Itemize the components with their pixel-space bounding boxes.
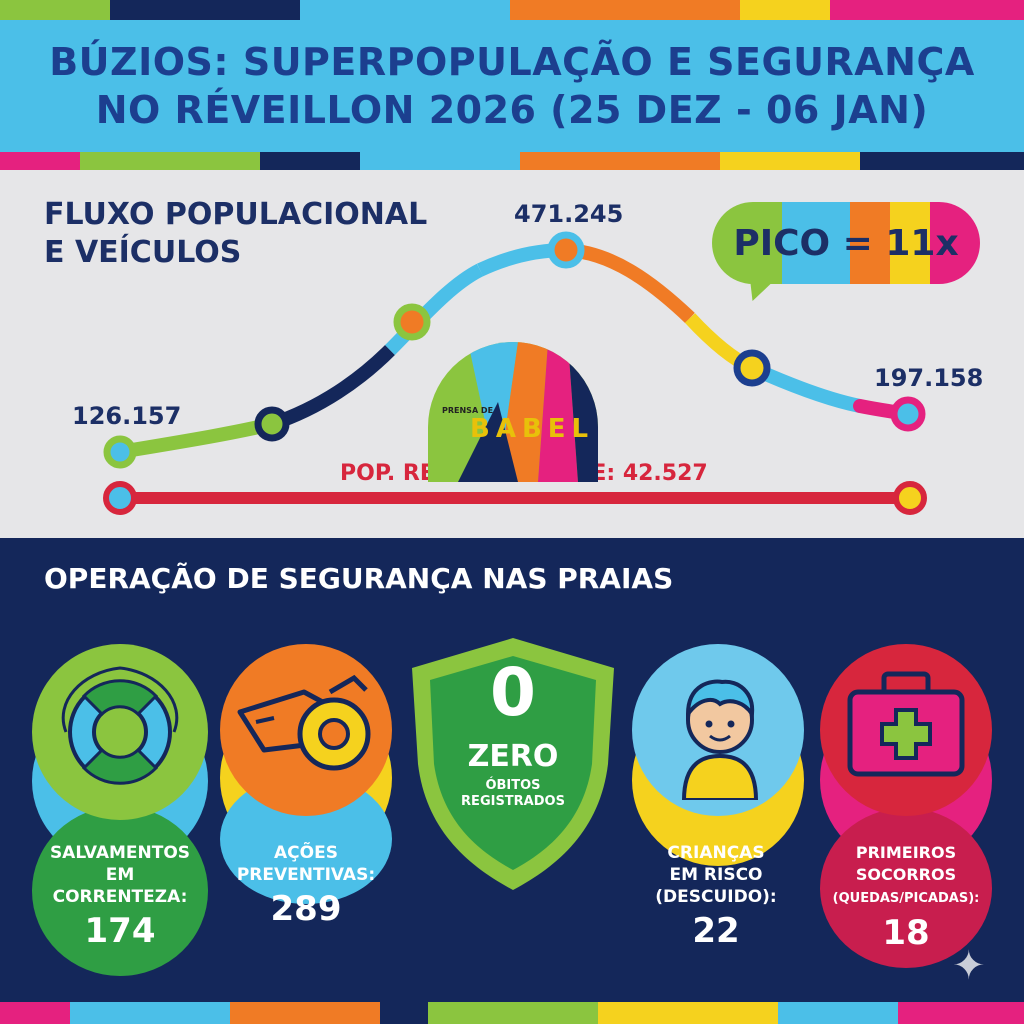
shield-zero-word: ZERO [467,739,559,774]
flow-point-start [103,435,137,469]
flow-line-seg-3 [385,263,484,355]
card-first-aid-label: PRIMEIROS SOCORROS (QUEDAS/PICADAS): 18 [821,842,991,954]
card-rescues-value: 174 [84,911,156,951]
flow-point-2 [254,406,290,442]
card-preventive-value: 289 [270,889,342,929]
card-children-label: CRIANÇAS EM RISCO (DESCUIDO): 22 [631,842,801,952]
title-line-2: NO RÉVEILLON 2026 (25 DEZ - 06 JAN) [95,88,929,132]
flow-chart-title: FLUXO POPULACIONAL E VEÍCULOS [44,197,428,270]
lifebuoy-icon [61,666,179,785]
safety-section-title: OPERAÇÃO DE SEGURANÇA NAS PRAIAS [44,562,674,595]
prensa-de-babel-logo: PRENSA DE BABEL [428,342,598,482]
mid-color-stripe [0,152,1024,170]
child-icon [681,679,759,800]
page-title: BÚZIOS: SUPERPOPULAÇÃO E SEGURANÇA NO RÉ… [49,38,975,134]
shield-line-1: ÓBITOS [485,778,541,793]
logo-big-text: BABEL [470,414,595,444]
card-first-aid-bottom [820,808,992,968]
zero-deaths-shield: 0 ZERO ÓBITOS REGISTRADOS [408,634,618,894]
flow-point-end [890,396,926,432]
first-aid-kit-icon [847,671,965,777]
logo-background [428,342,598,482]
sparkle-icon: ✦ [952,943,986,989]
card-rescues: SALVAMENTOS EM CORRENTEZA: 174 [32,644,212,976]
whistle-icon [237,674,371,771]
top-color-stripe [0,0,1024,20]
flow-point-5 [733,349,771,387]
beach-safety-section: OPERAÇÃO DE SEGURANÇA NAS PRAIAS SALVAME… [0,538,1024,1002]
flow-point-3 [393,303,431,341]
bottom-color-stripe [0,1002,1024,1024]
flow-line-seg-2 [269,345,395,431]
card-children-value: 22 [692,911,740,951]
header-banner: BÚZIOS: SUPERPOPULAÇÃO E SEGURANÇA NO RÉ… [0,20,1024,152]
flow-end-label: 197.158 [874,364,983,392]
card-rescues-bottom [32,806,208,976]
flow-line-chart: 126.157 471.245 197.158 POP. RESIDENTE I… [72,200,983,515]
card-rescues-label: SALVAMENTOS EM CORRENTEZA: 174 [35,842,205,952]
logo-small-text: PRENSA DE [442,406,494,415]
shield-zero-digit: 0 [490,654,536,731]
flow-start-label: 126.157 [72,402,181,430]
resident-point-end [893,481,927,515]
shield-icon [412,638,614,890]
card-children: CRIANÇAS EM RISCO (DESCUIDO): 22 [628,644,808,974]
card-first-aid: PRIMEIROS SOCORROS (QUEDAS/PICADAS): 18 [816,644,996,974]
title-line-1: BÚZIOS: SUPERPOPULAÇÃO E SEGURANÇA [49,40,975,84]
resident-point-start [103,481,137,515]
flow-point-peak [547,231,585,269]
peak-badge: PICO = 11x [712,202,980,284]
flow-line-seg-5 [565,243,695,324]
flow-peak-label: 471.245 [514,200,623,228]
card-preventive: AÇÕES PREVENTIVAS: 289 [220,644,400,974]
peak-badge-text: PICO = 11x [733,222,959,264]
card-first-aid-value: 18 [882,913,930,953]
card-preventive-label: AÇÕES PREVENTIVAS: 289 [221,842,391,930]
shield-line-2: REGISTRADOS [461,794,565,809]
